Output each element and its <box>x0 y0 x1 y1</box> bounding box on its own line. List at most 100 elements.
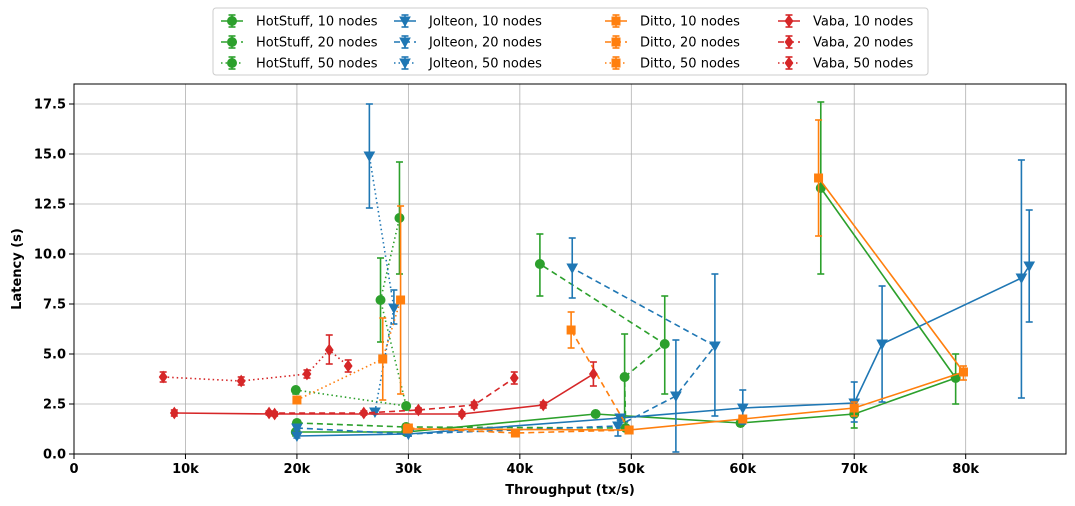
series-vaba-50-nodes <box>158 334 353 388</box>
legend-label: HotStuff, 10 nodes <box>256 15 378 30</box>
y-tick-label: 17.5 <box>34 98 66 113</box>
legend-label: Jolteon, 10 nodes <box>428 15 542 30</box>
x-tick-label: 40k <box>506 462 533 477</box>
data-point <box>396 295 406 305</box>
series-ditto-50-nodes <box>292 205 406 405</box>
legend-item-vaba-20-nodes: Vaba, 20 nodes <box>778 35 913 51</box>
y-tick-label: 12.5 <box>34 198 66 213</box>
legend-item-vaba-50-nodes: Vaba, 50 nodes <box>778 56 913 72</box>
legend-label: HotStuff, 20 nodes <box>256 36 378 51</box>
data-point <box>401 401 412 411</box>
legend-item-hotstuff-20-nodes: HotStuff, 20 nodes <box>221 35 378 51</box>
y-axis-label: Latency (s) <box>10 228 25 310</box>
y-tick-label: 0.0 <box>43 448 66 463</box>
data-point <box>169 406 179 420</box>
data-point <box>590 409 601 419</box>
data-point <box>388 303 400 315</box>
data-point <box>264 406 274 420</box>
legend-item-jolteon-20-nodes: Jolteon, 20 nodes <box>394 35 542 51</box>
axes: 0 10k 20k 30k 40k 50k 60k 70k 80k 0.0 2.5 5.0 7.5 10.… <box>34 98 979 478</box>
legend-label: Vaba, 20 nodes <box>813 36 913 51</box>
data-point <box>414 403 423 417</box>
data-point <box>1023 261 1036 273</box>
data-point <box>378 354 388 364</box>
legend-label: Vaba, 50 nodes <box>813 57 913 72</box>
y-tick-label: 5.0 <box>43 348 66 363</box>
series-line <box>368 155 395 413</box>
data-point <box>394 213 405 223</box>
legend-item-vaba-10-nodes: Vaba, 10 nodes <box>778 14 913 30</box>
legend-label: Jolteon, 50 nodes <box>428 57 542 72</box>
data-point <box>302 367 312 381</box>
legend-marker <box>227 58 237 68</box>
legend-item-ditto-20-nodes: Ditto, 20 nodes <box>605 35 740 51</box>
data-point <box>538 398 548 412</box>
y-tick-label: 10.0 <box>34 248 66 263</box>
data-point <box>619 372 630 382</box>
series-line <box>408 329 631 434</box>
series-line <box>296 265 1030 437</box>
data-point <box>291 423 303 435</box>
x-tick-label: 80k <box>952 462 979 477</box>
series-vaba-10-nodes <box>169 361 598 421</box>
legend-marker <box>611 58 621 68</box>
data-point <box>510 428 520 438</box>
legend-label: Ditto, 50 nodes <box>640 57 740 72</box>
x-tick-label: 60k <box>729 462 756 477</box>
data-point <box>359 406 369 420</box>
legend-marker <box>784 56 794 70</box>
series-line <box>296 267 717 435</box>
data-point <box>588 367 598 381</box>
x-tick-label: 10k <box>172 462 199 477</box>
legend-item-ditto-10-nodes: Ditto, 10 nodes <box>605 14 740 30</box>
x-tick-label: 20k <box>284 462 311 477</box>
data-point <box>566 263 579 275</box>
data-point <box>534 259 545 269</box>
series-ditto-20-nodes <box>403 311 634 438</box>
data-point <box>457 407 467 421</box>
y-tick-label: 15.0 <box>34 148 66 163</box>
data-point <box>469 398 479 412</box>
data-point <box>624 425 634 435</box>
legend-marker <box>399 37 411 49</box>
x-tick-label: 50k <box>618 462 645 477</box>
legend: HotStuff, 10 nodes HotStuff, 20 nodes HotS… <box>212 7 929 76</box>
data-point <box>509 371 519 385</box>
data-point <box>876 339 888 351</box>
plot-frame <box>73 83 1067 455</box>
series-line <box>407 177 965 431</box>
data-point <box>612 421 624 433</box>
series-layer <box>158 101 1036 453</box>
data-point <box>324 343 334 357</box>
legend-marker <box>611 16 621 26</box>
x-tick-label: 0 <box>69 462 78 477</box>
data-point <box>736 403 749 415</box>
series-hotstuff-50-nodes <box>290 161 412 411</box>
data-point <box>290 385 301 395</box>
data-point <box>566 325 576 335</box>
legend-label: Jolteon, 20 nodes <box>428 36 542 51</box>
legend-item-ditto-50-nodes: Ditto, 50 nodes <box>605 56 740 72</box>
data-point <box>236 374 246 388</box>
series-line <box>296 263 667 429</box>
data-point <box>670 391 682 403</box>
legend-item-hotstuff-10-nodes: HotStuff, 10 nodes <box>221 14 378 30</box>
legend-marker <box>227 37 237 47</box>
data-point <box>659 339 670 349</box>
x-tick-label: 30k <box>395 462 422 477</box>
series-line <box>269 377 515 414</box>
x-axis-label: Throughput (tx/s) <box>505 483 635 498</box>
legend-label: Vaba, 10 nodes <box>813 15 913 30</box>
legend-item-hotstuff-50-nodes: HotStuff, 50 nodes <box>221 56 378 72</box>
data-point <box>403 423 413 433</box>
data-point <box>1015 273 1028 285</box>
legend-marker <box>784 35 794 49</box>
legend-item-jolteon-10-nodes: Jolteon, 10 nodes <box>394 14 542 30</box>
data-point <box>849 403 859 413</box>
legend-label: Ditto, 20 nodes <box>640 36 740 51</box>
data-point <box>363 151 376 163</box>
x-tick-label: 70k <box>841 462 868 477</box>
legend-box <box>212 7 929 76</box>
y-tick-label: 2.5 <box>43 398 66 413</box>
